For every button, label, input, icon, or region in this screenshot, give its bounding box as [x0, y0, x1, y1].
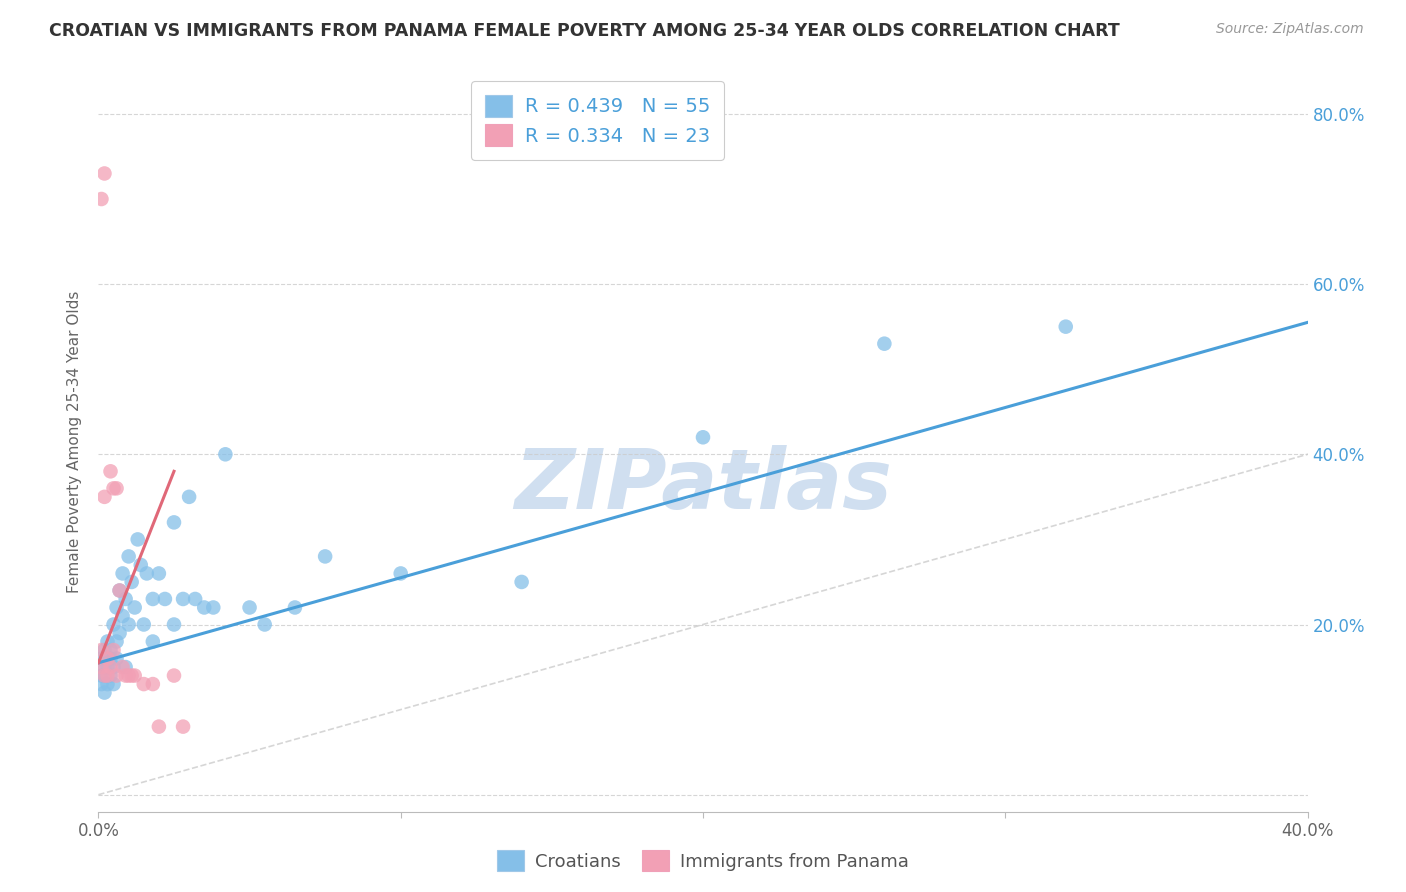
Point	[111, 566, 134, 581]
Point	[121, 668, 143, 682]
Point	[111, 660, 134, 674]
Point	[111, 609, 134, 624]
Point	[108, 583, 131, 598]
Point	[142, 591, 165, 606]
Point	[93, 668, 115, 682]
Point	[253, 617, 276, 632]
Text: Source: ZipAtlas.com: Source: ZipAtlas.com	[1216, 22, 1364, 37]
Point	[114, 660, 136, 674]
Point	[118, 668, 141, 682]
Point	[100, 668, 122, 682]
Point	[172, 591, 194, 606]
Point	[129, 558, 152, 572]
Point	[100, 651, 122, 665]
Point	[90, 192, 112, 206]
Point	[142, 634, 165, 648]
Point	[108, 626, 131, 640]
Point	[284, 600, 307, 615]
Point	[193, 600, 215, 615]
Point	[179, 490, 201, 504]
Y-axis label: Female Poverty Among 25-34 Year Olds: Female Poverty Among 25-34 Year Olds	[67, 291, 83, 592]
Point	[90, 677, 112, 691]
Point	[93, 643, 115, 657]
Point	[96, 634, 118, 648]
Point	[93, 660, 115, 674]
Point	[239, 600, 262, 615]
Point	[93, 490, 115, 504]
Point	[100, 464, 122, 478]
Point	[93, 166, 115, 180]
Point	[692, 430, 714, 444]
Legend: Croatians, Immigrants from Panama: Croatians, Immigrants from Panama	[489, 843, 917, 879]
Point	[96, 668, 118, 682]
Point	[90, 643, 112, 657]
Point	[163, 617, 186, 632]
Point	[103, 617, 125, 632]
Point	[135, 566, 157, 581]
Text: ZIPatlas: ZIPatlas	[515, 445, 891, 526]
Point	[118, 617, 141, 632]
Point	[114, 591, 136, 606]
Point	[105, 668, 128, 682]
Point	[124, 600, 146, 615]
Point	[93, 668, 115, 682]
Point	[100, 643, 122, 657]
Point	[105, 600, 128, 615]
Point	[873, 336, 896, 351]
Point	[96, 651, 118, 665]
Point	[314, 549, 336, 564]
Point	[389, 566, 412, 581]
Point	[172, 720, 194, 734]
Point	[105, 634, 128, 648]
Point	[121, 574, 143, 589]
Point	[96, 651, 118, 665]
Point	[124, 668, 146, 682]
Point	[148, 566, 170, 581]
Point	[96, 660, 118, 674]
Point	[163, 516, 186, 530]
Point	[90, 651, 112, 665]
Point	[90, 668, 112, 682]
Point	[100, 660, 122, 674]
Point	[142, 677, 165, 691]
Point	[132, 677, 155, 691]
Point	[214, 447, 236, 461]
Point	[105, 651, 128, 665]
Point	[114, 668, 136, 682]
Point	[127, 533, 149, 547]
Point	[103, 677, 125, 691]
Point	[510, 574, 533, 589]
Point	[93, 685, 115, 699]
Point	[90, 660, 112, 674]
Point	[103, 660, 125, 674]
Point	[1054, 319, 1077, 334]
Point	[163, 668, 186, 682]
Text: CROATIAN VS IMMIGRANTS FROM PANAMA FEMALE POVERTY AMONG 25-34 YEAR OLDS CORRELAT: CROATIAN VS IMMIGRANTS FROM PANAMA FEMAL…	[49, 22, 1121, 40]
Legend: R = 0.439   N = 55, R = 0.334   N = 23: R = 0.439 N = 55, R = 0.334 N = 23	[471, 81, 724, 160]
Point	[96, 677, 118, 691]
Point	[105, 481, 128, 495]
Point	[108, 583, 131, 598]
Point	[132, 617, 155, 632]
Point	[153, 591, 176, 606]
Point	[103, 643, 125, 657]
Point	[103, 481, 125, 495]
Point	[202, 600, 225, 615]
Point	[148, 720, 170, 734]
Point	[184, 591, 207, 606]
Point	[118, 549, 141, 564]
